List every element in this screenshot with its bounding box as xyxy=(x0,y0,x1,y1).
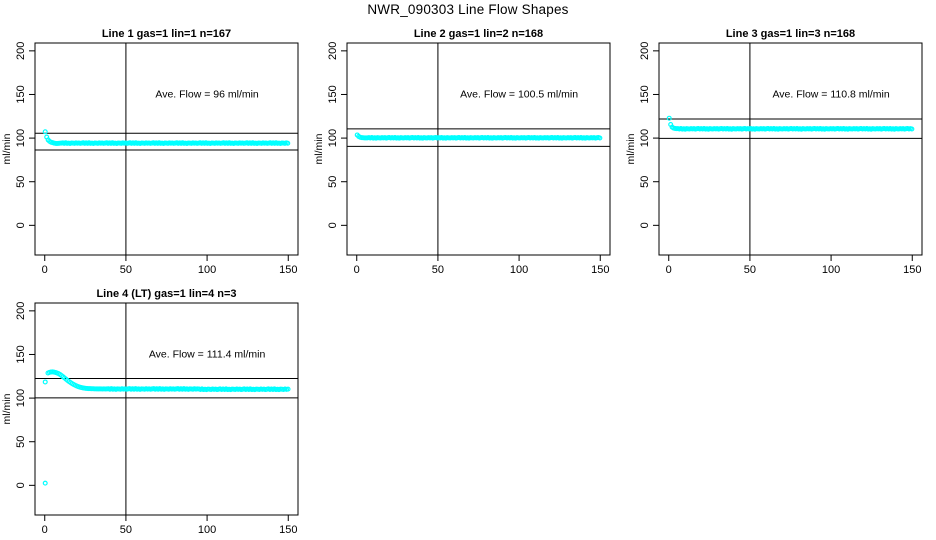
flow-panel-4: Line 4 (LT) gas=1 lin=4 n=3 0 50 100 150 0 50 1… xyxy=(1,288,299,536)
x-tick-label: 0 xyxy=(666,264,672,276)
data-points xyxy=(42,369,291,486)
y-tick-label: 150 xyxy=(15,85,27,103)
y-tick-label: 0 xyxy=(15,222,27,228)
y-tick-label: 150 xyxy=(15,345,27,363)
panel-title: Line 1 gas=1 lin=1 n=167 xyxy=(102,28,231,40)
y-tick-label: 100 xyxy=(639,129,651,147)
ave-flow-label: Ave. Flow = 96 ml/min xyxy=(155,88,259,100)
data-point xyxy=(285,386,291,392)
data-point xyxy=(285,140,291,146)
y-tick-label: 200 xyxy=(15,302,27,320)
x-tick-label: 150 xyxy=(279,524,297,536)
flow-panel-3: Line 3 gas=1 lin=3 n=168 0 50 100 150 0 50 100 1… xyxy=(625,28,923,276)
y-tick-label: 100 xyxy=(15,389,27,407)
data-points xyxy=(666,115,915,132)
x-tick-label: 50 xyxy=(120,524,132,536)
y-tick-label: 100 xyxy=(327,129,339,147)
y-tick-label: 50 xyxy=(15,436,27,448)
ave-flow-label: Ave. Flow = 110.8 ml/min xyxy=(772,88,889,100)
x-tick-label: 0 xyxy=(42,524,48,536)
x-tick-label: 100 xyxy=(198,264,216,276)
figure-title: NWR_090303 Line Flow Shapes xyxy=(367,2,569,17)
x-tick-label: 100 xyxy=(510,264,528,276)
plot-box xyxy=(34,42,299,256)
y-tick-label: 100 xyxy=(15,129,27,147)
ave-flow-label: Ave. Flow = 111.4 ml/min xyxy=(149,348,266,360)
flow-panel-2: Line 2 gas=1 lin=2 n=168 0 50 100 150 0 50 100 1… xyxy=(313,28,611,276)
outlier-point xyxy=(42,379,48,385)
y-tick-label: 0 xyxy=(15,482,27,488)
x-tick-label: 50 xyxy=(432,264,444,276)
y-tick-label: 0 xyxy=(639,222,651,228)
y-axis-label: ml/min xyxy=(625,133,637,164)
x-tick-label: 0 xyxy=(42,264,48,276)
x-tick-label: 150 xyxy=(903,264,921,276)
x-tick-label: 100 xyxy=(198,524,216,536)
data-point xyxy=(42,129,48,135)
y-axis-label: ml/min xyxy=(1,393,13,424)
y-tick-label: 200 xyxy=(327,42,339,60)
data-point xyxy=(909,126,915,132)
data-points xyxy=(42,129,291,147)
data-point xyxy=(597,135,603,141)
y-tick-label: 150 xyxy=(327,85,339,103)
y-tick-label: 50 xyxy=(327,176,339,188)
flow-panel-1: Line 1 gas=1 lin=1 n=167 0 50 100 150 0 50 100 1… xyxy=(1,28,299,276)
x-tick-label: 50 xyxy=(120,264,132,276)
y-axis-label: ml/min xyxy=(1,133,13,164)
x-tick-label: 150 xyxy=(279,264,297,276)
y-tick-label: 200 xyxy=(15,42,27,60)
panel-title: Line 2 gas=1 lin=2 n=168 xyxy=(414,28,543,40)
y-tick-label: 150 xyxy=(639,85,651,103)
data-point xyxy=(666,115,672,121)
ave-flow-label: Ave. Flow = 100.5 ml/min xyxy=(460,88,578,100)
y-tick-label: 50 xyxy=(639,176,651,188)
outlier-point xyxy=(42,480,48,486)
plot-box xyxy=(34,302,299,516)
y-tick-label: 50 xyxy=(15,176,27,188)
data-points xyxy=(354,132,603,141)
panel-title: Line 4 (LT) gas=1 lin=4 n=3 xyxy=(96,288,236,300)
y-tick-label: 0 xyxy=(327,222,339,228)
y-axis-label: ml/min xyxy=(313,133,325,164)
panel-title: Line 3 gas=1 lin=3 n=168 xyxy=(726,28,855,40)
x-tick-label: 50 xyxy=(744,264,756,276)
x-tick-label: 150 xyxy=(591,264,609,276)
plot-box xyxy=(658,42,923,256)
y-tick-label: 200 xyxy=(639,42,651,60)
x-tick-label: 0 xyxy=(354,264,360,276)
x-tick-label: 100 xyxy=(822,264,840,276)
plot-box xyxy=(346,42,611,256)
